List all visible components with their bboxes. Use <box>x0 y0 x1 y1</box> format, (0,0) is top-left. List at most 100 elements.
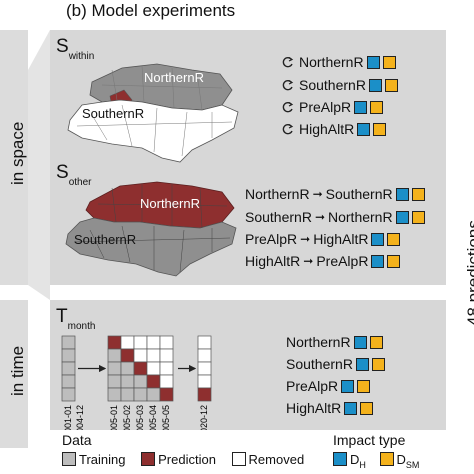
grid-dates: 2001-01 2004-12 2005-01 2005-02 2005-03 2005-… <box>63 405 209 430</box>
time-row-label: SouthernR <box>286 356 353 372</box>
within-row-label: SouthernR <box>299 77 366 93</box>
dh-square <box>371 232 385 246</box>
dh-square <box>371 254 385 268</box>
legend-training-label: Training <box>79 452 126 467</box>
sidebar-time <box>0 300 28 448</box>
time-row-1: NorthernR <box>286 334 383 350</box>
dh-square <box>354 100 368 114</box>
loop-icon <box>282 80 294 91</box>
dh-square <box>395 187 409 201</box>
grid-cell-removed <box>159 361 174 376</box>
sidebar-space <box>0 30 28 285</box>
within-row-3: PreAlpR <box>282 99 384 115</box>
other-row-from: SouthernR <box>245 209 312 225</box>
time-row-label: PreAlpR <box>286 378 339 394</box>
t-month-subscript: month <box>67 321 96 332</box>
grid-cell-training <box>107 374 122 389</box>
dsm-square <box>357 379 371 393</box>
grid-cell-removed <box>159 374 174 389</box>
dh-square <box>357 122 371 136</box>
other-row-from: NorthernR <box>245 186 310 202</box>
s-other-symbol: S <box>56 162 69 183</box>
within-row-4: HighAltR <box>282 121 387 137</box>
time-row-2: SouthernR <box>286 356 385 372</box>
loop-icon <box>282 102 294 113</box>
grid-cell-prediction <box>146 374 161 389</box>
other-row-4: HighAltR ➞ PreAlpR <box>245 253 401 269</box>
other-row-to: NorthernR <box>328 209 393 225</box>
dsm-square <box>360 401 374 415</box>
grid-cell-removed <box>197 374 212 389</box>
s-other-heading: Sother <box>56 162 91 188</box>
grid-date-label: 2005-05 <box>161 405 171 430</box>
grid-cell-removed <box>146 348 161 363</box>
other-row-1: NorthernR ➞ SouthernR <box>245 186 425 202</box>
grid-cell-removed <box>197 348 212 363</box>
grid-date-label: 2005-02 <box>122 405 132 430</box>
grid-cell-removed <box>159 348 174 363</box>
grid-cell-training <box>107 348 122 363</box>
map-within: NorthernR SouthernR <box>67 63 239 163</box>
label-in-time: in time <box>8 345 27 396</box>
other-row-to: HighAltR <box>313 231 369 247</box>
grid-date-label: 2001-01 <box>63 405 73 430</box>
grid-cell-removed <box>133 335 148 350</box>
sidebar-taper <box>28 30 50 300</box>
grid-cell-removed <box>159 335 174 350</box>
dh-square <box>366 55 380 69</box>
map-other-label-northern: NorthernR <box>140 196 200 211</box>
legend-prediction-label: Prediction <box>158 452 216 467</box>
grid-cell-removed <box>120 335 135 350</box>
legend-impact-items: DH DSM <box>333 452 419 470</box>
s-within-heading: Swithin <box>56 36 94 62</box>
grid-date-label: 2020-12 <box>199 405 209 430</box>
loop-icon <box>282 57 294 68</box>
time-row-label: HighAltR <box>286 400 342 416</box>
other-row-to: PreAlpR <box>316 253 369 269</box>
s-within-subscript: within <box>68 51 95 62</box>
arrow-icon: ➞ <box>300 232 311 246</box>
grid-cell-training <box>107 387 122 402</box>
grid-cell-training <box>120 387 135 402</box>
within-row-1: NorthernR <box>282 54 396 70</box>
legend-dsm-swatch <box>379 452 394 466</box>
dh-square <box>344 401 358 415</box>
dh-square <box>395 210 409 224</box>
grid-cell-training <box>107 361 122 376</box>
grid-cells <box>61 335 212 402</box>
s-other-subscript: other <box>68 177 92 188</box>
time-row-label: NorthernR <box>286 334 351 350</box>
grid-cell-training <box>61 387 76 402</box>
map-other: NorthernR SouthernR <box>65 181 237 277</box>
other-row-3: PreAlpR ➞ HighAltR <box>245 231 401 247</box>
legend-dh-swatch <box>333 452 347 466</box>
legend-training-swatch <box>62 452 76 466</box>
grid-date-label: 2005-01 <box>109 405 119 430</box>
other-row-to: SouthernR <box>325 186 393 202</box>
grid-date-label: 2005-04 <box>148 405 158 430</box>
grid-date-label: 2005-03 <box>135 405 145 430</box>
grid-cell-prediction <box>133 361 148 376</box>
loop-icon <box>282 124 294 135</box>
sidebar-taper-shape <box>28 30 50 300</box>
time-row-3: PreAlpR <box>286 378 371 394</box>
grid-cell-removed <box>146 361 161 376</box>
grid-cell-training <box>120 361 135 376</box>
legend-data-title: Data <box>62 432 92 448</box>
map-other-district-lines <box>73 184 231 273</box>
grid-cell-training <box>146 387 161 402</box>
arrow-icon: ➞ <box>314 210 325 224</box>
dh-square <box>341 379 355 393</box>
within-row-label: NorthernR <box>299 54 364 70</box>
grid-cell-training <box>133 387 148 402</box>
grid-cell-removed <box>197 361 212 376</box>
time-row-4: HighAltR <box>286 400 374 416</box>
legend-dh-sub: H <box>359 460 366 470</box>
dh-square <box>355 357 369 371</box>
map-within-label-southern: SouthernR <box>82 106 144 121</box>
legend-dh-label: D <box>350 452 360 467</box>
grid-cell-training <box>61 335 76 350</box>
grid-cell-prediction <box>120 348 135 363</box>
legend-dsm-sub: SM <box>405 460 420 470</box>
grid-cell-prediction <box>107 335 122 350</box>
